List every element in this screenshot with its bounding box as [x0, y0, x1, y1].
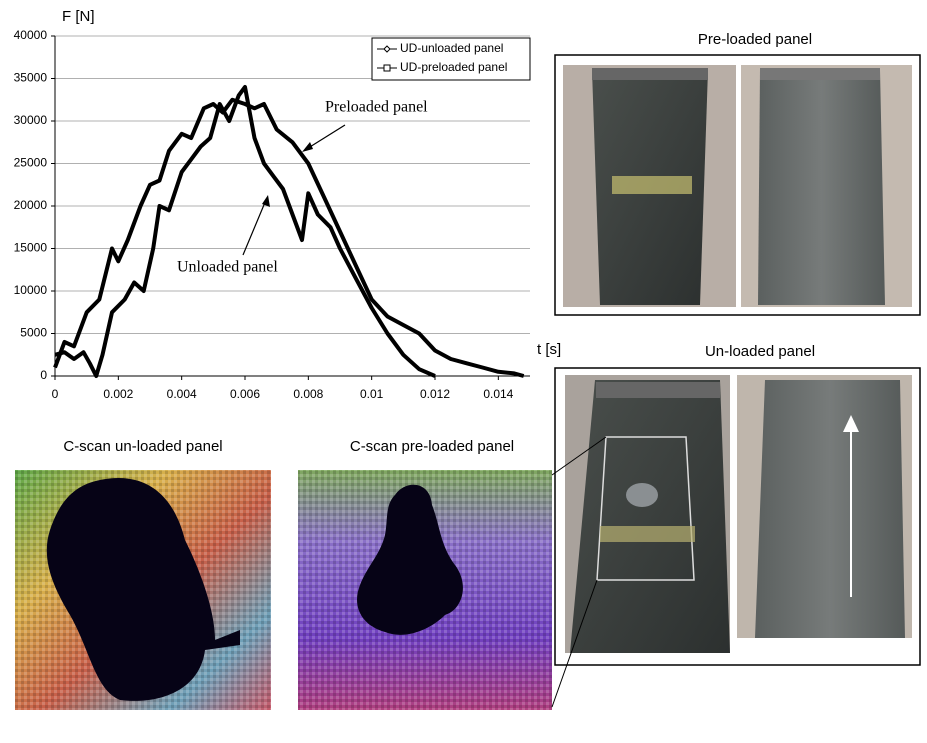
legend-marker [383, 45, 391, 53]
legend-box [371, 37, 531, 81]
x-tick-label: 0.008 [293, 387, 323, 401]
photo [565, 375, 730, 653]
annotation: Unloaded panel [177, 259, 278, 276]
x-tick-label: 0.006 [230, 387, 260, 401]
annotation-arrowhead [262, 195, 270, 207]
y-tick-label: 25000 [14, 156, 48, 170]
y-tick-label: 0 [40, 368, 47, 382]
legend-marker [383, 64, 391, 72]
chart: 0 5000 10000 15000 20000 25000 30000 35000 40000… [14, 8, 562, 401]
panel-title: Pre-loaded panel [698, 31, 812, 48]
annotation-arrow [242, 199, 267, 256]
y-tick-label: 10000 [14, 283, 48, 297]
cscan-title: C-scan pre-loaded panel [350, 438, 514, 455]
x-axis-label: t [s] [537, 341, 561, 358]
x-tick-label: 0.002 [103, 387, 133, 401]
y-tick-label: 30000 [14, 113, 48, 127]
connector-line [551, 579, 598, 708]
photo [737, 375, 912, 638]
cscan-image [298, 470, 552, 710]
photo-frame [554, 367, 921, 666]
series-line [53, 97, 525, 378]
annotation: Preloaded panel [325, 99, 428, 116]
x-tick-label: 0 [52, 387, 59, 401]
cscan-title: C-scan un-loaded panel [63, 438, 222, 455]
y-tick-label: 35000 [14, 71, 48, 85]
x-tick-label: 0.01 [360, 387, 384, 401]
annotation-arrowhead [302, 142, 313, 152]
panel-title: Un-loaded panel [705, 343, 815, 360]
x-tick-label: 0.004 [167, 387, 197, 401]
y-axis-label: F [N] [62, 8, 95, 25]
connector-line [551, 436, 607, 476]
annotation-arrow [304, 124, 346, 151]
legend-label: UD-preloaded panel [400, 60, 507, 74]
photo-frame [554, 54, 921, 316]
y-tick-label: 20000 [14, 198, 48, 212]
photo [741, 65, 912, 307]
cscan-image [15, 470, 271, 710]
series-line [54, 85, 436, 378]
y-tick-label: 15000 [14, 241, 48, 255]
x-tick-label: 0.014 [483, 387, 513, 401]
y-tick-label: 40000 [14, 28, 48, 42]
legend-label: UD-unloaded panel [400, 41, 503, 55]
x-tick-label: 0.012 [420, 387, 450, 401]
y-tick-label: 5000 [20, 326, 47, 340]
photo [563, 65, 736, 307]
